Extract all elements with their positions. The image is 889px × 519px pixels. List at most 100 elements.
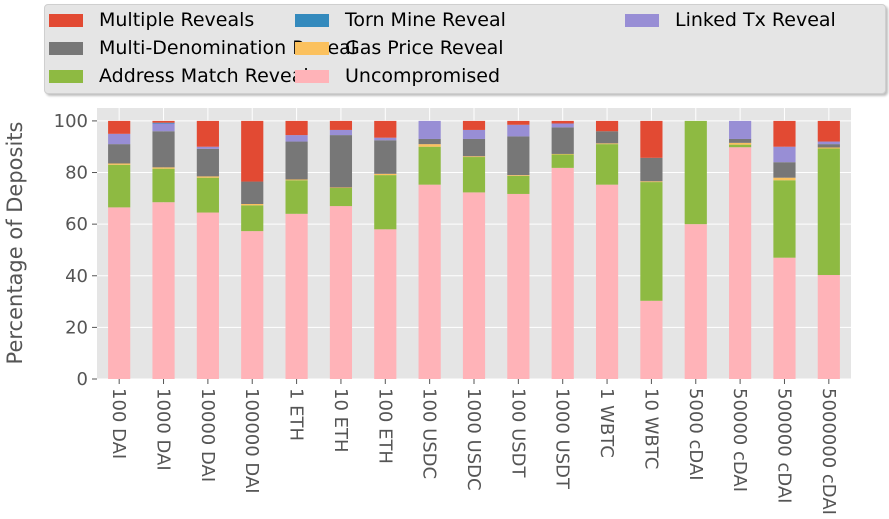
bar-gas-price-reveal-9 <box>507 175 530 176</box>
bar-multiple-reveals-10 <box>551 120 574 124</box>
legend-item-multi-denomination-reveal: Multi-Denomination Reveal <box>49 36 356 60</box>
bar-gas-price-reveal-7 <box>418 144 441 147</box>
bar-uncompromised-14 <box>729 147 752 379</box>
bar-multiple-reveals-16 <box>817 120 840 142</box>
bar-address-match-reveal-9 <box>507 175 530 194</box>
bar-uncompromised-2 <box>196 212 219 379</box>
bar-multi-denomination-reveal-6 <box>374 140 397 174</box>
legend-swatch <box>295 13 329 27</box>
bar-multi-denomination-reveal-5 <box>329 135 353 188</box>
bar-uncompromised-4 <box>285 213 308 379</box>
y-tick-label-3: 60 <box>65 214 88 235</box>
bar-address-match-reveal-5 <box>329 188 353 207</box>
bar-uncompromised-10 <box>551 167 574 379</box>
bar-multi-denomination-reveal-3 <box>241 181 264 205</box>
legend-item-gas-price-reveal: Gas Price Reveal <box>295 36 504 60</box>
legend-item-multiple-reveals: Multiple Reveals <box>49 8 254 32</box>
bar-gas-price-reveal-15 <box>773 177 796 181</box>
bar-address-match-reveal-7 <box>418 146 441 185</box>
bar-linked-tx-reveal-0 <box>108 133 131 145</box>
bar-multiple-reveals-4 <box>285 120 308 136</box>
x-tick-label-6: 100 ETH <box>374 388 395 464</box>
bar-multiple-reveals-6 <box>374 120 397 138</box>
x-tick-label-8: 1000 USDC <box>463 388 484 491</box>
x-tick-label-16: 5000000 cDAI <box>818 388 839 515</box>
bar-gas-price-reveal-6 <box>374 173 397 176</box>
x-tick-label-1: 1000 DAI <box>153 388 174 471</box>
bar-multi-denomination-reveal-0 <box>108 144 131 164</box>
bar-linked-tx-reveal-14 <box>729 120 752 139</box>
bar-uncompromised-13 <box>684 224 707 379</box>
bar-linked-tx-reveal-15 <box>773 146 796 163</box>
x-tick-label-2: 10000 DAI <box>197 388 218 482</box>
x-tick-label-9: 100 USDT <box>507 388 528 479</box>
legend-swatch <box>295 41 329 55</box>
y-axis-ticks: 0 20 40 60 80 100 <box>54 111 97 390</box>
bar-uncompromised-16 <box>817 274 840 379</box>
legend-swatch <box>49 69 83 83</box>
legend: Multiple Reveals Multi-Denomination Revea… <box>44 4 886 94</box>
legend-swatch <box>295 69 329 83</box>
bar-multiple-reveals-1 <box>152 120 175 123</box>
x-tick-label-13: 5000 cDAI <box>685 388 706 481</box>
legend-swatch <box>49 13 83 27</box>
bar-gas-price-reveal-8 <box>462 156 486 158</box>
bar-address-match-reveal-14 <box>729 144 752 148</box>
bar-multiple-reveals-5 <box>329 120 353 130</box>
bar-uncompromised-15 <box>773 257 796 379</box>
bar-gas-price-reveal-2 <box>196 176 219 178</box>
bar-address-match-reveal-3 <box>241 205 264 232</box>
bar-multiple-reveals-0 <box>108 120 131 134</box>
bar-gas-price-reveal-11 <box>595 143 619 145</box>
bar-linked-tx-reveal-2 <box>196 146 219 149</box>
x-tick-label-5: 10 ETH <box>330 388 351 453</box>
x-tick-label-11: 1 WBTC <box>596 388 617 458</box>
bar-gas-price-reveal-5 <box>329 187 353 189</box>
bar-address-match-reveal-4 <box>285 180 308 214</box>
bar-uncompromised-6 <box>374 229 397 379</box>
bar-uncompromised-8 <box>462 192 486 379</box>
legend-item-linked-tx-reveal: Linked Tx Reveal <box>625 8 836 32</box>
bar-gas-price-reveal-1 <box>152 167 175 169</box>
legend-label: Multi-Denomination Reveal <box>99 37 357 59</box>
bar-uncompromised-1 <box>152 202 175 379</box>
bar-gas-price-reveal-10 <box>551 153 574 155</box>
bar-linked-tx-reveal-6 <box>374 137 397 141</box>
bar-address-match-reveal-6 <box>374 175 397 230</box>
bar-uncompromised-9 <box>507 193 530 379</box>
bar-gas-price-reveal-16 <box>817 147 840 149</box>
legend-item-address-match-reveal: Address Match Reveal <box>49 64 309 88</box>
bar-linked-tx-reveal-4 <box>285 135 308 142</box>
y-tick-label-1: 20 <box>65 317 88 338</box>
legend-swatch <box>49 41 83 55</box>
bar-gas-price-reveal-0 <box>108 163 131 165</box>
bar-multi-denomination-reveal-2 <box>196 148 219 177</box>
bar-gas-price-reveal-3 <box>241 204 264 206</box>
bar-gas-price-reveal-14 <box>729 142 752 145</box>
bar-uncompromised-0 <box>108 207 131 379</box>
bar-linked-tx-reveal-7 <box>418 120 441 139</box>
y-tick-label-2: 40 <box>65 266 88 287</box>
bar-address-match-reveal-13 <box>684 120 707 225</box>
y-tick-label-4: 80 <box>65 163 88 184</box>
bar-address-match-reveal-8 <box>462 157 486 193</box>
bar-multi-denomination-reveal-14 <box>729 138 752 143</box>
bar-address-match-reveal-0 <box>108 164 131 208</box>
bar-multiple-reveals-15 <box>773 120 796 147</box>
y-tick-label-5: 100 <box>54 111 88 132</box>
legend-item-uncompromised: Uncompromised <box>295 64 500 88</box>
legend-label: Torn Mine Reveal <box>345 9 506 31</box>
x-tick-label-10: 1000 USDT <box>552 388 573 490</box>
bars <box>108 120 840 379</box>
x-tick-label-12: 10 WBTC <box>640 388 661 469</box>
bar-multiple-reveals-9 <box>507 120 530 125</box>
bar-uncompromised-3 <box>241 231 264 379</box>
bar-multi-denomination-reveal-16 <box>817 144 840 148</box>
bar-multiple-reveals-8 <box>462 120 486 130</box>
x-tick-label-4: 1 ETH <box>286 388 307 441</box>
bar-multiple-reveals-3 <box>241 120 264 182</box>
legend-item-torn-mine-reveal: Torn Mine Reveal <box>295 8 506 32</box>
bar-address-match-reveal-2 <box>196 177 219 213</box>
bar-linked-tx-reveal-8 <box>462 129 486 139</box>
x-tick-label-7: 100 USDC <box>419 388 440 479</box>
